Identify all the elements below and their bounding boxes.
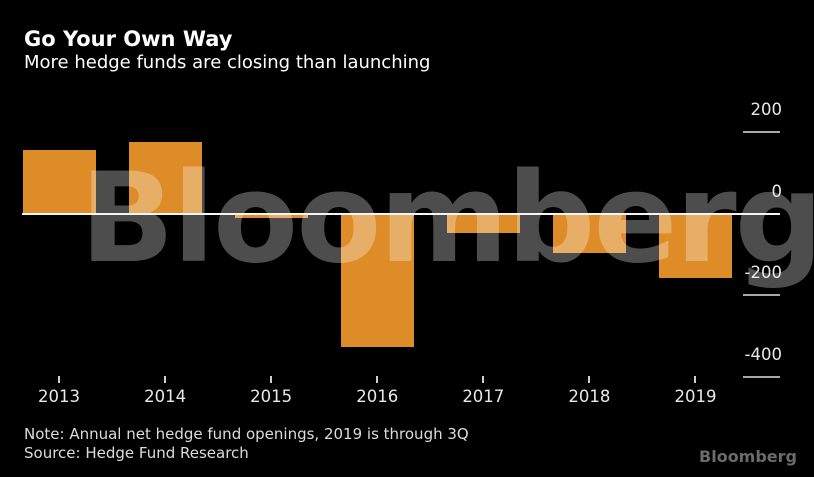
y-label-200: 200 xyxy=(750,100,783,119)
x-tick-2018 xyxy=(588,376,591,383)
x-tick-2013 xyxy=(58,376,60,383)
y-tick--400 xyxy=(743,375,780,378)
x-label-2017: 2017 xyxy=(462,387,505,406)
chart-note: Note: Annual net hedge fund openings, 20… xyxy=(24,425,469,443)
x-label-2016: 2016 xyxy=(356,387,399,406)
bar-2014 xyxy=(128,141,202,214)
chart-title: Go Your Own Way xyxy=(24,27,233,51)
bar-2018 xyxy=(552,213,626,254)
x-label-2015: 2015 xyxy=(250,387,293,406)
bar-2017 xyxy=(446,213,520,234)
bar-2013 xyxy=(22,149,96,214)
bar-2016 xyxy=(340,213,414,348)
y-tick--200 xyxy=(743,294,780,296)
x-tick-2015 xyxy=(270,376,273,383)
bloomberg-logo: Bloomberg xyxy=(699,447,797,466)
zero-gridline xyxy=(22,212,780,215)
x-tick-2017 xyxy=(482,376,485,383)
y-label--200: -200 xyxy=(744,263,782,282)
chart-source: Source: Hedge Fund Research xyxy=(24,444,249,462)
x-label-2018: 2018 xyxy=(568,387,611,406)
x-tick-2016 xyxy=(376,376,379,383)
x-label-2019: 2019 xyxy=(674,387,717,406)
bar-2019 xyxy=(658,213,732,278)
x-tick-2019 xyxy=(694,376,697,383)
x-label-2014: 2014 xyxy=(144,387,187,406)
y-tick-200 xyxy=(743,131,780,133)
y-label-0: 0 xyxy=(771,181,783,201)
x-label-2013: 2013 xyxy=(38,387,80,406)
bar-2015 xyxy=(234,213,308,218)
x-tick-2014 xyxy=(164,376,167,383)
chart-subtitle: More hedge funds are closing than launch… xyxy=(24,52,431,73)
y-label--400: -400 xyxy=(744,344,782,364)
